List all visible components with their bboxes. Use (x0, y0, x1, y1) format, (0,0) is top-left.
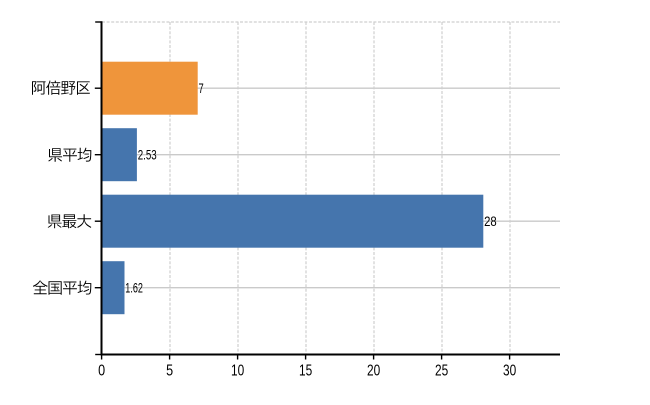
svg-text:20: 20 (367, 362, 380, 379)
svg-text:28: 28 (484, 213, 497, 229)
svg-text:10: 10 (231, 362, 244, 379)
svg-text:15: 15 (299, 362, 312, 379)
svg-text:1.62: 1.62 (125, 280, 143, 296)
svg-text:0: 0 (98, 362, 105, 379)
svg-text:7: 7 (199, 80, 204, 96)
svg-text:30: 30 (503, 362, 516, 379)
svg-text:5: 5 (166, 362, 173, 379)
svg-text:2.53: 2.53 (138, 147, 157, 163)
svg-text:25: 25 (435, 362, 448, 379)
